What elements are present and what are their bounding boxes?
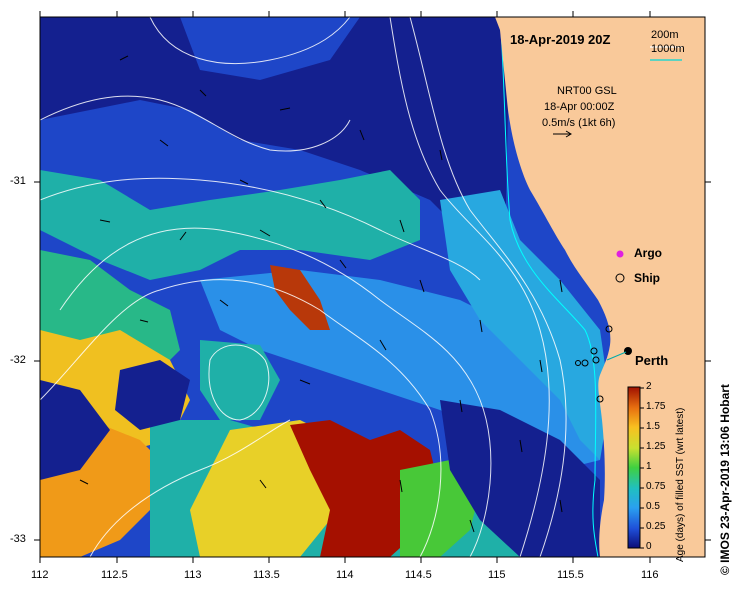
ship-legend-marker <box>615 273 625 283</box>
ship-legend-label: Ship <box>634 271 660 285</box>
colorbar-tick-label: 0.75 <box>646 481 666 492</box>
ship-markers <box>575 325 613 403</box>
current-legend-arrow <box>553 130 572 138</box>
colorbar-tick-label: 1.25 <box>646 441 666 452</box>
y-tick-label: -32 <box>10 354 26 366</box>
bathymetry-contours <box>40 17 567 557</box>
contour-legend-1000m: 1000m <box>651 43 685 55</box>
current-legend-time: 18-Apr 00:00Z <box>544 101 615 113</box>
city-label-perth: Perth <box>635 353 669 368</box>
region-navy-patch-mid <box>115 360 190 430</box>
current-legend-scale: 0.5m/s (1kt 6h) <box>542 117 616 129</box>
region-navy-sw <box>40 380 110 480</box>
x-tick-label: 116 <box>641 569 659 581</box>
current-legend-model: NRT00 GSL <box>557 85 617 97</box>
x-tick-label: 112.5 <box>101 569 128 581</box>
colorbar-tick-label: 1 <box>646 461 652 472</box>
region-navy-south <box>440 400 600 557</box>
colorbar-tick-label: 0.25 <box>646 521 666 532</box>
contour-legend-200m: 200m <box>651 29 679 41</box>
map-title: 18-Apr-2019 20Z <box>510 32 611 47</box>
colorbar-tick-label: 2 <box>646 381 652 392</box>
current-vectors <box>79 55 563 533</box>
x-tick-label: 113 <box>184 569 202 581</box>
colorbar-tick-label: 0.5 <box>646 501 660 512</box>
argo-legend-marker <box>616 250 624 258</box>
colorbar-tick-label: 0 <box>646 541 652 552</box>
y-tick-label: -33 <box>10 533 26 545</box>
region-teal-patch <box>200 340 280 420</box>
colorbar-label: Age (days) of filled SST (wrt latest) <box>675 407 686 562</box>
perth-pointer <box>606 351 627 361</box>
region-teal-center <box>40 170 420 280</box>
colorbar-tick-label: 1.5 <box>646 421 660 432</box>
x-tick-label: 115.5 <box>557 569 584 581</box>
axis-ticks <box>34 11 711 563</box>
argo-legend-label: Argo <box>634 246 662 260</box>
region-red-patch <box>270 265 330 330</box>
x-tick-label: 112 <box>31 569 49 581</box>
region-cyan-east <box>440 190 610 460</box>
region-navy-north <box>40 17 510 250</box>
colorbar-tick-label: 1.75 <box>646 401 666 412</box>
perth-marker <box>624 347 632 355</box>
y-tick-label: -31 <box>10 175 26 187</box>
x-tick-label: 115 <box>488 569 506 581</box>
x-tick-label: 114 <box>336 569 354 581</box>
coastal-200m-contour <box>499 17 599 557</box>
x-tick-label: 113.5 <box>253 569 280 581</box>
colorbar-ticks <box>640 387 644 549</box>
colorbar <box>627 386 641 549</box>
credit-text: © IMOS 23-Apr-2019 13:06 Hobart <box>718 384 732 575</box>
plot-frame <box>39 16 706 558</box>
x-tick-label: 114.5 <box>405 569 432 581</box>
land <box>495 17 705 557</box>
